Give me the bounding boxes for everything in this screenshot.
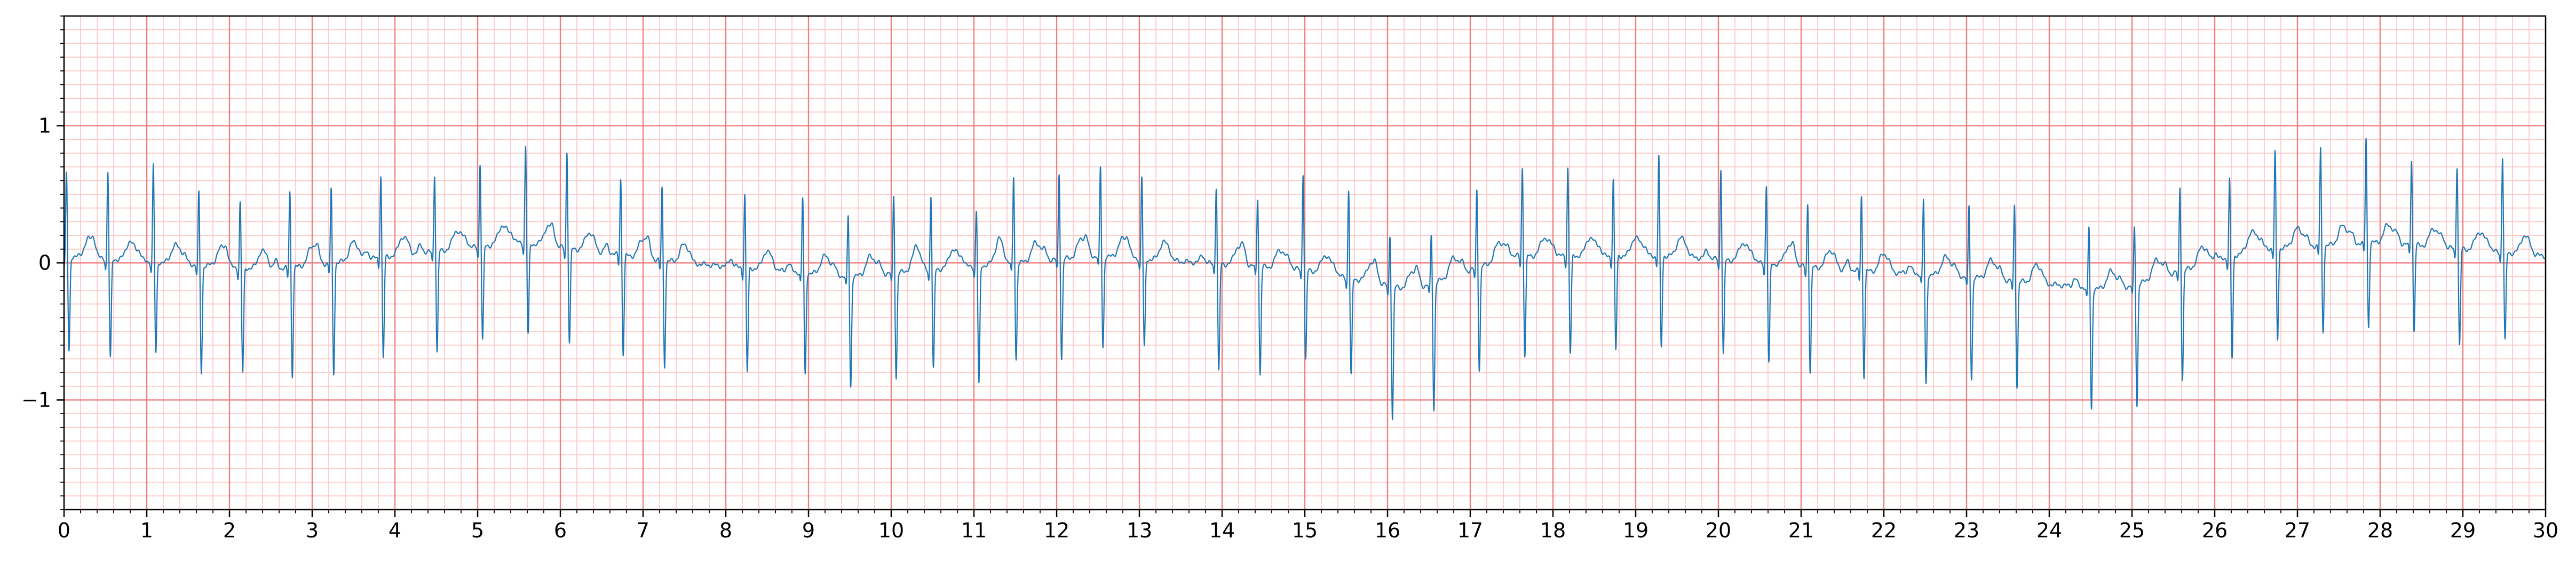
- x-tick-label: 14: [1209, 519, 1235, 542]
- x-tick-label: 3: [306, 519, 319, 542]
- x-tick-label: 26: [2202, 519, 2228, 542]
- x-tick-label: 19: [1623, 519, 1648, 542]
- x-tick-label: 9: [802, 519, 815, 542]
- x-tick-label: 30: [2533, 519, 2558, 542]
- trace-layer: [63, 138, 2546, 421]
- x-tick-label: 22: [1871, 519, 1897, 542]
- x-tick-label: 2: [223, 519, 236, 542]
- y-tick-label: 0: [38, 251, 51, 275]
- x-tick-label: 10: [878, 519, 904, 542]
- x-tick-label: 28: [2367, 519, 2393, 542]
- x-tick-label: 17: [1457, 519, 1483, 542]
- x-tick-label: 16: [1375, 519, 1400, 542]
- x-tick-label: 8: [719, 519, 732, 542]
- x-tick-label: 4: [389, 519, 401, 542]
- x-tick-label: 27: [2285, 519, 2310, 542]
- x-tick-label: 0: [58, 519, 70, 542]
- x-tick-label: 20: [1706, 519, 1731, 542]
- x-tick-label: 7: [637, 519, 649, 542]
- x-tick-label: 25: [2119, 519, 2145, 542]
- x-tick-label: 18: [1540, 519, 1566, 542]
- x-tick-label: 24: [2036, 519, 2062, 542]
- y-tick-label: 1: [38, 114, 51, 138]
- x-tick-label: 15: [1292, 519, 1318, 542]
- ecg-trace-line: [63, 138, 2546, 421]
- x-tick-label: 5: [471, 519, 484, 542]
- x-tick-label: 11: [961, 519, 987, 542]
- x-tick-label: 1: [140, 519, 153, 542]
- x-axis: 0 1 2 3 4 5 6 7 8 9 10 11 12 13 14 15 16 17 18 19 20 21 22 23 24…: [58, 510, 2558, 542]
- x-tick-label: 21: [1788, 519, 1814, 542]
- x-tick-label: 6: [554, 519, 567, 542]
- x-tick-label: 13: [1127, 519, 1152, 542]
- y-tick-label: −1: [21, 388, 51, 411]
- x-tick-label: 29: [2450, 519, 2476, 542]
- y-axis: −1 0 1: [21, 15, 64, 510]
- x-tick-label: 23: [1954, 519, 1979, 542]
- x-tick-label: 12: [1044, 519, 1069, 542]
